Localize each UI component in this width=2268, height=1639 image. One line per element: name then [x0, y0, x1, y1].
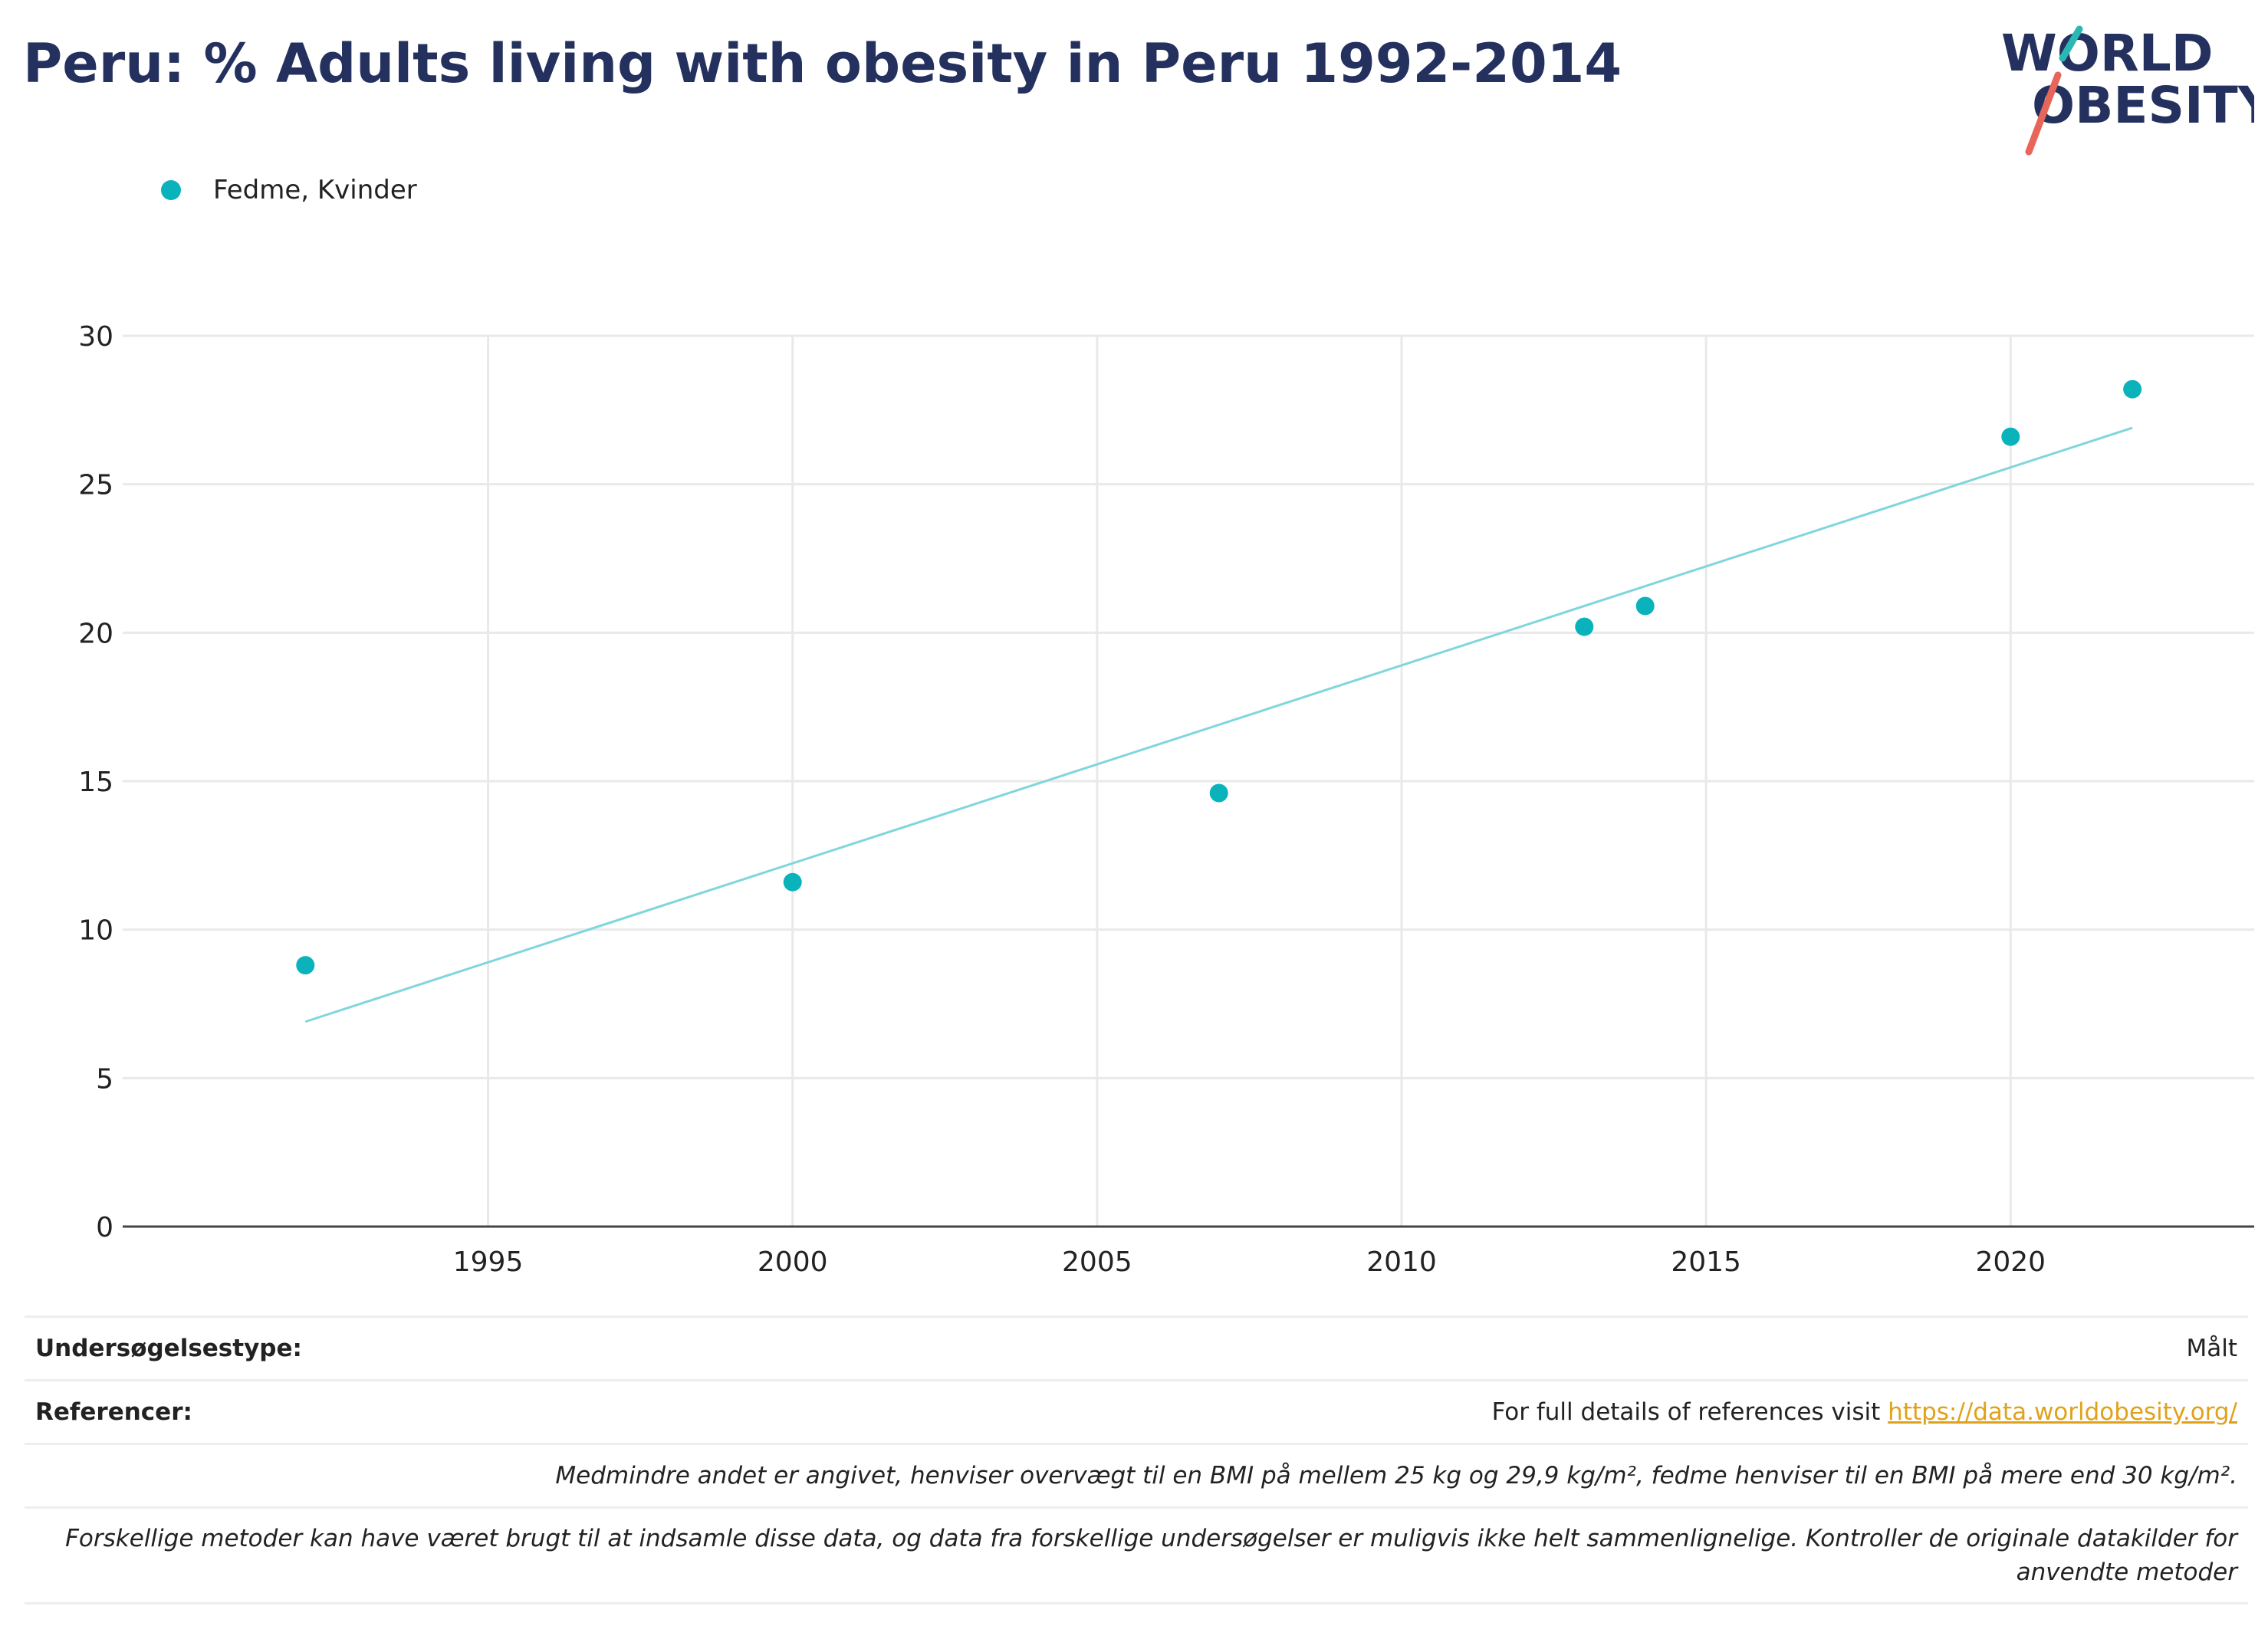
- survey-type-value: Målt: [2186, 1335, 2237, 1362]
- y-tick-label: 30: [78, 321, 113, 353]
- logo-slash-teal: [2059, 25, 2083, 62]
- y-tick-label: 20: [78, 618, 113, 649]
- x-tick-label: 2020: [1975, 1246, 2046, 1278]
- x-tick-label: 2010: [1366, 1246, 1437, 1278]
- legend[interactable]: Fedme, Kvinder: [161, 175, 417, 205]
- footer-table: Undersøgelsestype: Målt Referencer: For …: [25, 1315, 2248, 1605]
- survey-type-label: Undersøgelsestype:: [35, 1335, 302, 1362]
- data-point: [296, 956, 315, 975]
- y-tick-label: 25: [78, 470, 113, 501]
- references-lead: For full details of references visit: [1491, 1398, 1881, 1426]
- gridlines: [123, 334, 2254, 1227]
- data-point: [1575, 617, 1594, 636]
- trendline: [304, 426, 2133, 1023]
- data-point: [783, 872, 802, 892]
- references-label: Referencer:: [35, 1398, 192, 1426]
- y-tick-label: 0: [96, 1212, 113, 1243]
- y-tick-label: 5: [96, 1063, 113, 1095]
- y-tick-label: 15: [78, 767, 113, 798]
- x-axis-ticks: 1995 2000 2005 2010 2015 2020: [453, 1246, 2046, 1278]
- references-link[interactable]: https://data.worldobesity.org/: [1888, 1398, 2237, 1426]
- logo-line-2: OBESITY: [2032, 76, 2254, 135]
- x-tick-label: 1995: [453, 1246, 524, 1278]
- references-row: Referencer: For full details of referenc…: [25, 1379, 2248, 1443]
- x-tick-label: 2015: [1671, 1246, 1741, 1278]
- y-axis-ticks: 0 5 10 15 20 25 30: [78, 321, 113, 1243]
- points-group: [296, 379, 2142, 975]
- references-text: For full details of references visit htt…: [1492, 1398, 2237, 1426]
- x-tick-label: 2000: [758, 1246, 828, 1278]
- logo-slash-red: [2025, 71, 2062, 156]
- logo-line-1: WORLD: [2001, 24, 2214, 83]
- data-point: [1209, 783, 1228, 803]
- methods-note: Forskellige metoder kan have været brugt…: [65, 1522, 2237, 1589]
- methods-note-line-2: anvendte metoder: [2016, 1559, 2237, 1586]
- world-obesity-logo: WORLD OBESITY: [2001, 24, 2254, 156]
- note-row-2: Forskellige metoder kan have været brugt…: [25, 1506, 2248, 1605]
- chart-plot: 1995 2000 2005 2010 2015 2020 0 5 10 15 20 25 30: [78, 321, 2254, 1278]
- data-point: [2001, 427, 2020, 446]
- y-tick-label: 10: [78, 915, 113, 947]
- methods-note-line-1: Forskellige metoder kan have været brugt…: [65, 1525, 2237, 1552]
- x-tick-label: 2005: [1062, 1246, 1132, 1278]
- data-point: [1635, 596, 1655, 616]
- legend-marker: [161, 180, 181, 200]
- trendline-group: [304, 426, 2133, 1023]
- chart-title: Peru: % Adults living with obesity in Pe…: [23, 32, 1622, 95]
- survey-type-row: Undersøgelsestype: Målt: [25, 1315, 2248, 1379]
- note-row-1: Medmindre andet er angivet, henviser ove…: [25, 1443, 2248, 1506]
- data-point: [2123, 379, 2142, 399]
- legend-label: Fedme, Kvinder: [213, 175, 417, 205]
- bmi-note: Medmindre andet er angivet, henviser ove…: [555, 1462, 2237, 1490]
